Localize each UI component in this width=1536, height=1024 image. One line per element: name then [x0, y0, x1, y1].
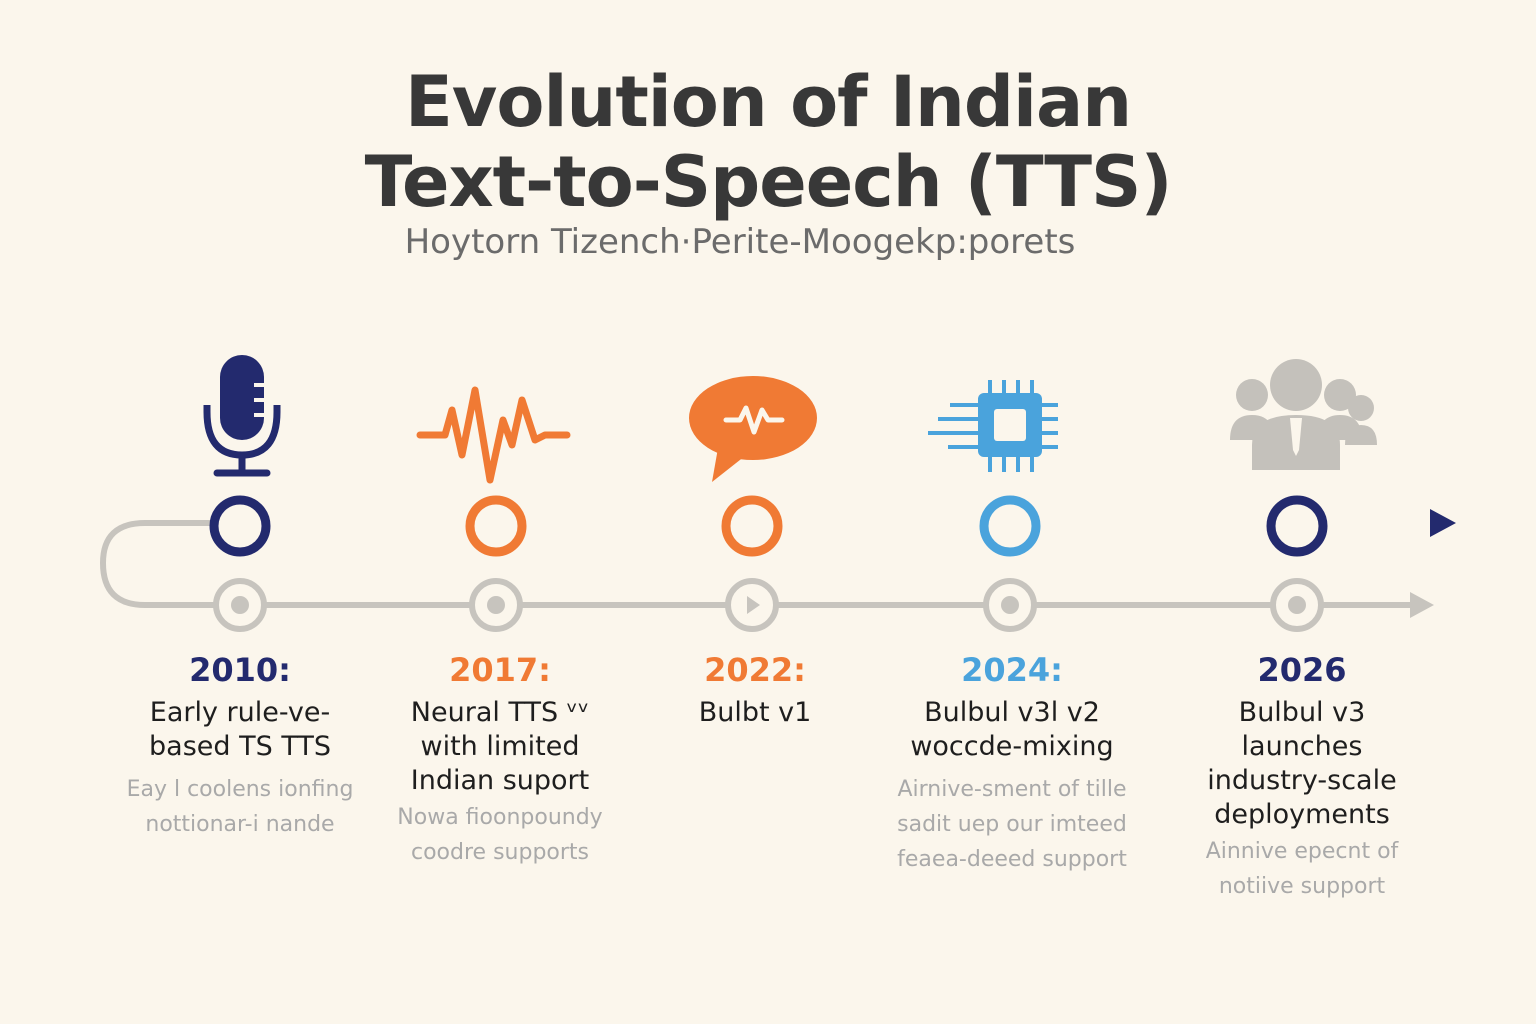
secondary-node-2	[469, 578, 523, 632]
secondary-node-5	[1270, 578, 1324, 632]
milestone-desc-line: woccde-mixing	[910, 731, 1114, 762]
milestone-note-line: nottionar-i nande	[145, 812, 335, 837]
chip-icon	[928, 380, 1058, 472]
main-track-arrow	[1430, 509, 1456, 537]
milestone-2024: 2024: Bulbul v3l v2 woccde-mixing Airniv…	[862, 648, 1162, 875]
waveform-icon	[416, 386, 571, 484]
milestone-note-line: Ainnive epecnt of	[1205, 839, 1399, 864]
secondary-node-3	[725, 578, 779, 632]
milestone-2022: 2022: Bulbt v1	[605, 648, 905, 730]
milestone-year: 2017:	[449, 651, 551, 689]
milestone-desc-line: Bulbt v1	[698, 697, 812, 728]
secondary-node-1	[213, 578, 267, 632]
milestone-desc-line: Early rule-ve-	[149, 697, 331, 728]
milestone-desc-line: Bulbul v3	[1238, 697, 1366, 728]
milestone-desc-line: Bulbul v3l v2	[924, 697, 1100, 728]
milestone-note-line: Nowa fioonpoundy	[397, 805, 603, 830]
main-node-2022	[721, 495, 783, 557]
title-line-2: Text-to-Speech (TTS)	[364, 141, 1173, 223]
milestone-year: 2026	[1257, 651, 1347, 689]
main-node-2017	[465, 495, 527, 557]
main-node-2026	[1266, 495, 1328, 557]
milestone-note-line: Airnive-sment of tille	[897, 777, 1127, 802]
main-node-2024	[979, 495, 1041, 557]
people-icon	[1230, 359, 1377, 470]
milestone-note-line: coodre supports	[411, 840, 589, 865]
milestone-desc-line: deployments	[1214, 799, 1390, 830]
milestone-year: 2024:	[961, 651, 1063, 689]
secondary-node-4	[983, 578, 1037, 632]
milestone-year: 2010:	[189, 651, 291, 689]
milestone-note-line: Eay l coolens ionfing	[126, 777, 354, 802]
milestone-note-line: sadit uep our imteed	[897, 812, 1127, 837]
secondary-track	[99, 520, 1418, 608]
milestone-2017: 2017: Neural TTS ᵛᵛ with limited Indian …	[350, 648, 650, 868]
page-title: Evolution of Indian Text-to-Speech (TTS)	[0, 62, 1536, 222]
subtitle: Hoytorn Tizench·Perite-Moogekp:porets	[404, 222, 1076, 262]
secondary-track-arrow	[1410, 592, 1434, 618]
milestone-desc-line: based TS TTS	[149, 731, 331, 762]
main-node-2010	[209, 495, 271, 557]
milestone-note-line: notiive support	[1218, 874, 1386, 899]
microphone-icon	[203, 355, 281, 477]
milestone-2010: 2010: Early rule-ve- based TS TTS Eay l …	[90, 648, 390, 840]
speech-bubble-icon	[689, 376, 817, 482]
milestone-desc-line: industry-scale	[1207, 765, 1397, 796]
milestone-2026: 2026 Bulbul v3 launches industry-scale d…	[1152, 648, 1452, 902]
milestone-note-line: feaea-deeed support	[897, 847, 1127, 872]
milestone-desc-line: with limited	[420, 731, 580, 762]
milestone-year: 2022:	[704, 651, 806, 689]
title-line-1: Evolution of Indian	[404, 61, 1132, 143]
milestone-desc-line: Neural TTS ᵛᵛ	[410, 697, 590, 728]
milestone-desc-line: Indian suport	[410, 765, 590, 796]
milestone-desc-line: launches	[1241, 731, 1363, 762]
